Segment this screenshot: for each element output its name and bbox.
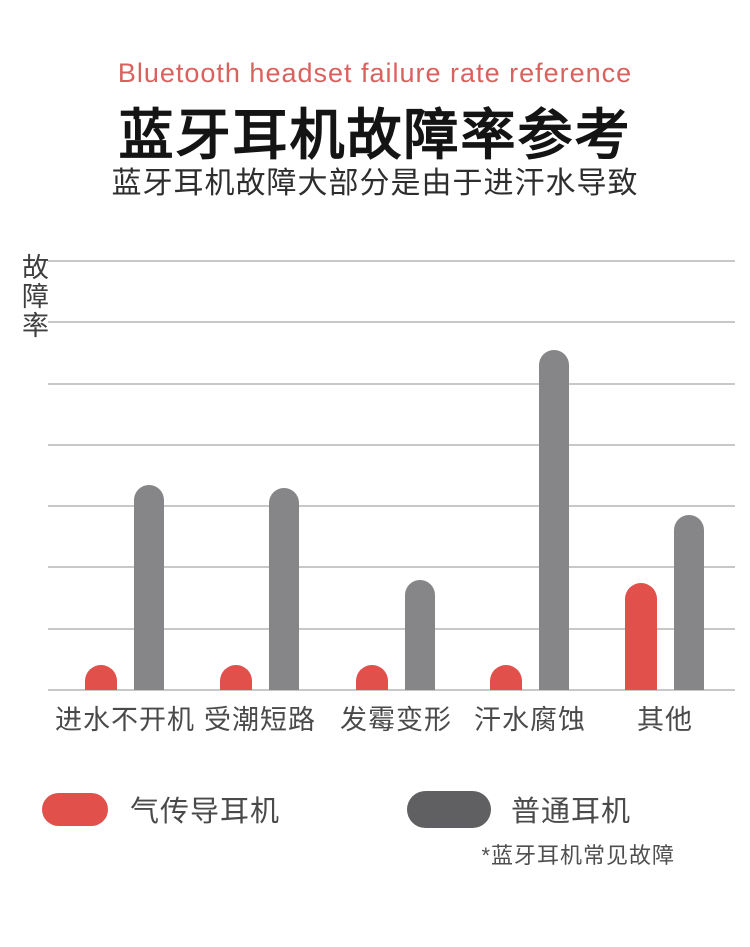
footnote: *蓝牙耳机常见故障 [481, 843, 675, 868]
page-title: 蓝牙耳机故障率参考 [118, 104, 632, 166]
gridline [48, 628, 735, 630]
bar-series1-cat1 [269, 488, 299, 690]
legend-label: 气传导耳机 [130, 796, 281, 828]
chinese-subtitle: 蓝牙耳机故障大部分是由于进汗水导致 [111, 167, 639, 200]
gridline [48, 566, 735, 568]
category-label-1: 受潮短路 [204, 705, 316, 735]
bar-series1-cat0 [134, 485, 164, 690]
gridline [48, 321, 735, 323]
gridline [48, 383, 735, 385]
bar-series1-cat4 [674, 515, 704, 690]
category-label-2: 发霉变形 [340, 705, 452, 735]
legend-label: 普通耳机 [511, 796, 632, 828]
legend-item-ordinary: 普通耳机 [407, 788, 631, 830]
bar-series0-cat1 [220, 665, 252, 690]
category-label-3: 汗水腐蚀 [474, 705, 586, 735]
category-label-0: 进水不开机 [55, 705, 195, 735]
bar-chart-plot-area [48, 260, 735, 691]
bar-series1-cat2 [405, 580, 435, 690]
bar-series1-cat3 [539, 350, 569, 690]
gridline [48, 260, 735, 262]
legend-item-air-conduction: 气传导耳机 [42, 788, 280, 830]
bar-series0-cat0 [85, 665, 117, 690]
category-label-4: 其他 [637, 705, 693, 735]
gridline [48, 444, 735, 446]
english-subtitle: Bluetooth headset failure rate reference [117, 58, 633, 88]
legend-swatch-red [42, 792, 108, 826]
bar-series0-cat4 [625, 583, 657, 690]
x-axis-baseline [48, 689, 735, 691]
gridline [48, 505, 735, 507]
y-axis-label: 故 障 率 [22, 253, 49, 341]
legend-swatch-gray [407, 790, 491, 828]
bar-series0-cat3 [490, 665, 522, 690]
bar-series0-cat2 [356, 665, 388, 690]
